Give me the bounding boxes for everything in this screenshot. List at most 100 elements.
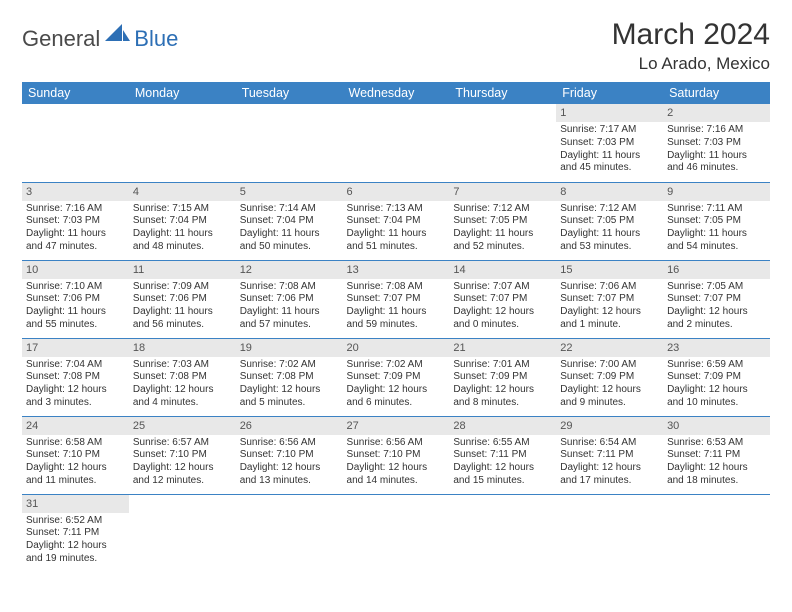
sunset-text: Sunset: 7:08 PM	[240, 371, 339, 384]
day-number: 24	[22, 417, 129, 435]
daylight2-text: and 45 minutes.	[560, 162, 659, 175]
day-number: 31	[22, 495, 129, 513]
daylight1-text: Daylight: 12 hours	[560, 384, 659, 397]
sunset-text: Sunset: 7:10 PM	[26, 449, 125, 462]
sunrise-text: Sunrise: 7:01 AM	[453, 359, 552, 372]
daylight2-text: and 48 minutes.	[133, 241, 232, 254]
daylight1-text: Daylight: 11 hours	[26, 306, 125, 319]
daylight2-text: and 6 minutes.	[347, 397, 446, 410]
daylight1-text: Daylight: 12 hours	[667, 384, 766, 397]
day-number: 25	[129, 417, 236, 435]
calendar-cell: 13Sunrise: 7:08 AMSunset: 7:07 PMDayligh…	[343, 260, 450, 338]
weekday-header: Tuesday	[236, 82, 343, 104]
daylight2-text: and 0 minutes.	[453, 319, 552, 332]
daylight2-text: and 14 minutes.	[347, 475, 446, 488]
sunset-text: Sunset: 7:08 PM	[133, 371, 232, 384]
calendar-row: 24Sunrise: 6:58 AMSunset: 7:10 PMDayligh…	[22, 416, 770, 494]
day-details: Sunrise: 6:55 AMSunset: 7:11 PMDaylight:…	[449, 435, 556, 492]
day-details: Sunrise: 7:12 AMSunset: 7:05 PMDaylight:…	[556, 201, 663, 258]
day-details: Sunrise: 7:08 AMSunset: 7:06 PMDaylight:…	[236, 279, 343, 336]
day-number: 2	[663, 104, 770, 122]
daylight2-text: and 50 minutes.	[240, 241, 339, 254]
calendar-row: 3Sunrise: 7:16 AMSunset: 7:03 PMDaylight…	[22, 182, 770, 260]
calendar-cell	[22, 104, 129, 182]
calendar-cell: 25Sunrise: 6:57 AMSunset: 7:10 PMDayligh…	[129, 416, 236, 494]
day-details: Sunrise: 7:17 AMSunset: 7:03 PMDaylight:…	[556, 122, 663, 179]
calendar-cell: 5Sunrise: 7:14 AMSunset: 7:04 PMDaylight…	[236, 182, 343, 260]
day-details: Sunrise: 7:09 AMSunset: 7:06 PMDaylight:…	[129, 279, 236, 336]
day-number: 1	[556, 104, 663, 122]
weekday-header: Saturday	[663, 82, 770, 104]
calendar-cell: 2Sunrise: 7:16 AMSunset: 7:03 PMDaylight…	[663, 104, 770, 182]
day-details: Sunrise: 6:58 AMSunset: 7:10 PMDaylight:…	[22, 435, 129, 492]
sunrise-text: Sunrise: 7:14 AM	[240, 203, 339, 216]
calendar-row: 10Sunrise: 7:10 AMSunset: 7:06 PMDayligh…	[22, 260, 770, 338]
title-block: March 2024 Lo Arado, Mexico	[612, 18, 770, 74]
sunset-text: Sunset: 7:09 PM	[560, 371, 659, 384]
day-number: 3	[22, 183, 129, 201]
daylight2-text: and 8 minutes.	[453, 397, 552, 410]
calendar-cell: 9Sunrise: 7:11 AMSunset: 7:05 PMDaylight…	[663, 182, 770, 260]
daylight2-text: and 9 minutes.	[560, 397, 659, 410]
day-number: 7	[449, 183, 556, 201]
day-details: Sunrise: 7:16 AMSunset: 7:03 PMDaylight:…	[663, 122, 770, 179]
sunrise-text: Sunrise: 7:02 AM	[347, 359, 446, 372]
sunset-text: Sunset: 7:03 PM	[667, 137, 766, 150]
day-details: Sunrise: 7:05 AMSunset: 7:07 PMDaylight:…	[663, 279, 770, 336]
day-details: Sunrise: 7:01 AMSunset: 7:09 PMDaylight:…	[449, 357, 556, 414]
day-details: Sunrise: 7:04 AMSunset: 7:08 PMDaylight:…	[22, 357, 129, 414]
daylight2-text: and 12 minutes.	[133, 475, 232, 488]
calendar-cell: 19Sunrise: 7:02 AMSunset: 7:08 PMDayligh…	[236, 338, 343, 416]
daylight1-text: Daylight: 11 hours	[26, 228, 125, 241]
calendar-table: Sunday Monday Tuesday Wednesday Thursday…	[22, 82, 770, 572]
calendar-page: General Blue March 2024 Lo Arado, Mexico…	[0, 0, 792, 590]
sunrise-text: Sunrise: 7:15 AM	[133, 203, 232, 216]
calendar-row: 1Sunrise: 7:17 AMSunset: 7:03 PMDaylight…	[22, 104, 770, 182]
calendar-cell: 21Sunrise: 7:01 AMSunset: 7:09 PMDayligh…	[449, 338, 556, 416]
daylight1-text: Daylight: 12 hours	[133, 462, 232, 475]
daylight1-text: Daylight: 12 hours	[240, 384, 339, 397]
daylight2-text: and 11 minutes.	[26, 475, 125, 488]
day-number: 27	[343, 417, 450, 435]
daylight1-text: Daylight: 12 hours	[453, 384, 552, 397]
sunrise-text: Sunrise: 7:12 AM	[453, 203, 552, 216]
calendar-row: 17Sunrise: 7:04 AMSunset: 7:08 PMDayligh…	[22, 338, 770, 416]
day-number: 15	[556, 261, 663, 279]
sunset-text: Sunset: 7:09 PM	[347, 371, 446, 384]
daylight2-text: and 17 minutes.	[560, 475, 659, 488]
logo: General Blue	[22, 24, 178, 54]
sunrise-text: Sunrise: 7:12 AM	[560, 203, 659, 216]
day-details: Sunrise: 7:16 AMSunset: 7:03 PMDaylight:…	[22, 201, 129, 258]
day-details: Sunrise: 6:52 AMSunset: 7:11 PMDaylight:…	[22, 513, 129, 570]
daylight2-text: and 56 minutes.	[133, 319, 232, 332]
day-number: 28	[449, 417, 556, 435]
daylight2-text: and 46 minutes.	[667, 162, 766, 175]
sunrise-text: Sunrise: 7:11 AM	[667, 203, 766, 216]
daylight2-text: and 10 minutes.	[667, 397, 766, 410]
day-number: 4	[129, 183, 236, 201]
weekday-header: Wednesday	[343, 82, 450, 104]
day-number: 12	[236, 261, 343, 279]
calendar-cell: 29Sunrise: 6:54 AMSunset: 7:11 PMDayligh…	[556, 416, 663, 494]
calendar-cell: 1Sunrise: 7:17 AMSunset: 7:03 PMDaylight…	[556, 104, 663, 182]
sunrise-text: Sunrise: 7:07 AM	[453, 281, 552, 294]
day-details: Sunrise: 6:57 AMSunset: 7:10 PMDaylight:…	[129, 435, 236, 492]
day-number-blank	[343, 104, 450, 122]
sunset-text: Sunset: 7:05 PM	[560, 215, 659, 228]
calendar-cell: 27Sunrise: 6:56 AMSunset: 7:10 PMDayligh…	[343, 416, 450, 494]
sunrise-text: Sunrise: 7:05 AM	[667, 281, 766, 294]
sunset-text: Sunset: 7:06 PM	[240, 293, 339, 306]
calendar-cell: 7Sunrise: 7:12 AMSunset: 7:05 PMDaylight…	[449, 182, 556, 260]
calendar-cell: 8Sunrise: 7:12 AMSunset: 7:05 PMDaylight…	[556, 182, 663, 260]
daylight1-text: Daylight: 12 hours	[26, 540, 125, 553]
calendar-cell: 30Sunrise: 6:53 AMSunset: 7:11 PMDayligh…	[663, 416, 770, 494]
daylight1-text: Daylight: 11 hours	[133, 306, 232, 319]
day-number: 11	[129, 261, 236, 279]
sunrise-text: Sunrise: 7:08 AM	[347, 281, 446, 294]
location-label: Lo Arado, Mexico	[612, 54, 770, 74]
daylight2-text: and 52 minutes.	[453, 241, 552, 254]
sunrise-text: Sunrise: 7:10 AM	[26, 281, 125, 294]
sunset-text: Sunset: 7:03 PM	[26, 215, 125, 228]
sunrise-text: Sunrise: 7:09 AM	[133, 281, 232, 294]
day-number-blank	[129, 104, 236, 122]
